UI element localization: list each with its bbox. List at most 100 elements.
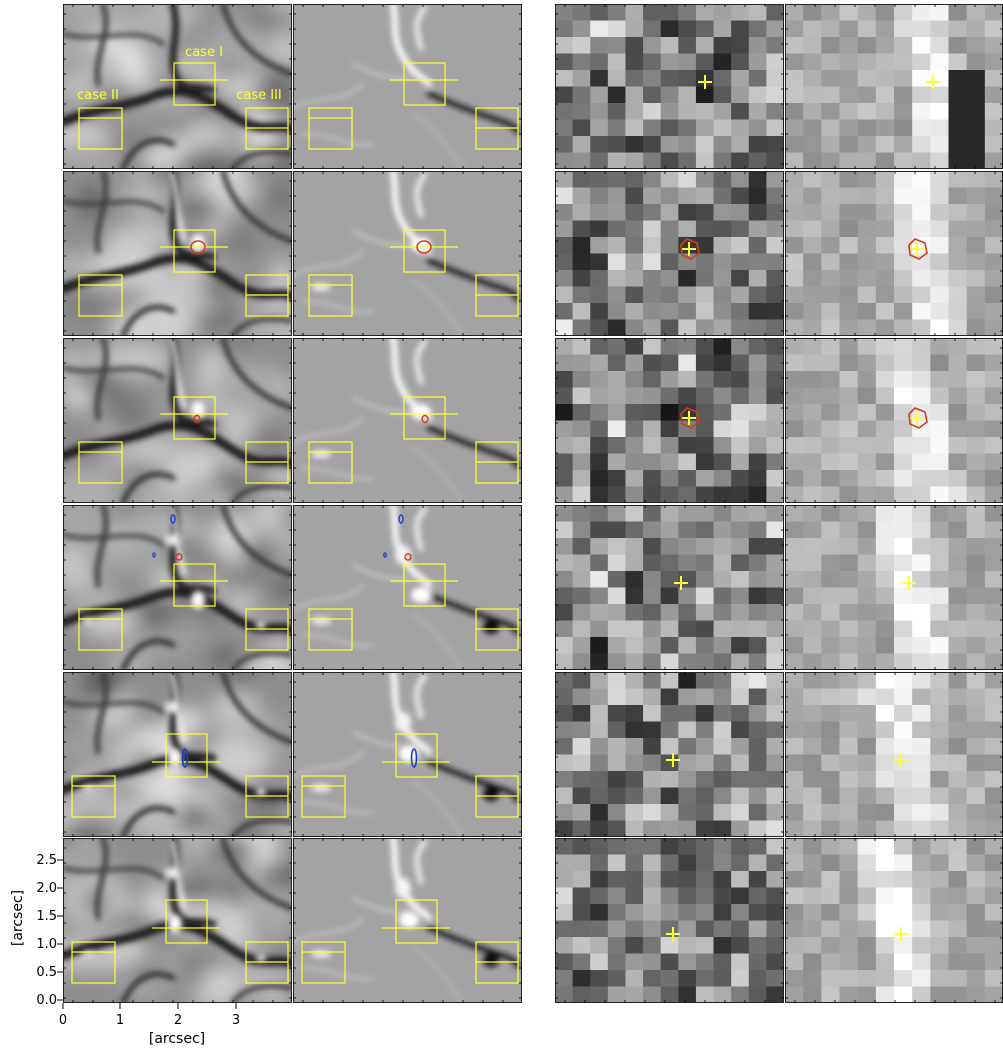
- red-contour: [190, 240, 206, 254]
- y-tick-label-2: 1.0: [36, 937, 57, 952]
- x-tick-label-3: 3: [232, 1013, 240, 1028]
- blue-contour: [398, 514, 404, 524]
- x-tick-label-2: 2: [174, 1013, 182, 1028]
- x-axis-label: [arcsec]: [149, 1031, 205, 1047]
- panel-r4-c3: [785, 672, 1003, 837]
- case-2-box: [78, 274, 123, 317]
- panel-r0-c1: [293, 4, 522, 169]
- y-tick-label-3: 1.5: [36, 909, 57, 924]
- panel-r0-c2: [555, 4, 784, 169]
- case-1-box: [403, 229, 446, 273]
- red-contour: [421, 414, 429, 424]
- y-axis-label: [arcsec]: [10, 890, 26, 946]
- case-2-box: [78, 608, 123, 651]
- blue-contour: [410, 748, 418, 768]
- case-1-label: case I: [185, 45, 223, 60]
- panel-frame: [63, 338, 292, 503]
- case-2-box: [308, 608, 353, 651]
- case-1-box: [403, 563, 446, 607]
- case-1-box: [165, 733, 208, 778]
- panel-r1-c3: [785, 171, 1003, 336]
- panel-r1-c0: [63, 171, 292, 336]
- panel-r4-c2: [555, 672, 784, 837]
- case-1-box: [173, 229, 216, 273]
- axis-ticks: [57, 859, 237, 1009]
- y-tick-label-0: 0.0: [36, 993, 57, 1008]
- panel-frame: [293, 838, 522, 1003]
- case-2-box: [78, 441, 123, 484]
- blue-contour: [383, 552, 387, 558]
- panel-r4-c0: [63, 672, 292, 837]
- panel-frame: [555, 672, 784, 837]
- red-contour: [680, 407, 700, 429]
- case-2-label: case II: [77, 88, 119, 103]
- blue-contour: [170, 514, 176, 524]
- y-tick-label-5: 2.5: [36, 853, 57, 868]
- panel-r1-c1: [293, 171, 522, 336]
- panel-r3-c2: [555, 505, 784, 670]
- red-contour: [908, 238, 928, 260]
- panel-frame: [555, 505, 784, 670]
- panel-frame: [293, 672, 522, 837]
- panel-frame: [555, 171, 784, 336]
- case-2-box: [308, 107, 353, 150]
- panel-frame: [63, 838, 292, 1003]
- panel-frame: [293, 4, 522, 169]
- case-1-box: [173, 396, 216, 440]
- panel-frame: [63, 505, 292, 670]
- case-1-box: [173, 563, 216, 607]
- red-contour: [416, 240, 432, 254]
- case-2-box: [71, 941, 116, 984]
- x-tick-label-0: 0: [59, 1013, 67, 1028]
- panel-r1-c2: [555, 171, 784, 336]
- case-3-label: case III: [236, 88, 282, 103]
- case-1-box: [403, 62, 446, 106]
- case-2-box: [308, 441, 353, 484]
- panel-frame: [293, 505, 522, 670]
- panel-r5-c3: [785, 838, 1003, 1003]
- case-1-box: [173, 62, 216, 106]
- panel-r3-c0: [63, 505, 292, 670]
- case-labels: case I case II case III: [77, 45, 282, 103]
- red-contour: [175, 553, 183, 561]
- case-2-box: [71, 775, 116, 818]
- axes-annotations: [arcsec] [arcsec] 0 1 2 3 0.0 0.5 1.0 1.…: [10, 853, 240, 1047]
- case-1-box: [165, 899, 208, 944]
- panel-r5-c0: [63, 838, 292, 1003]
- panel-r4-c1: [293, 672, 522, 837]
- case-2-box: [301, 941, 346, 984]
- red-contour: [908, 407, 928, 429]
- panel-frame: [63, 171, 292, 336]
- panel-r3-c1: [293, 505, 522, 670]
- red-contour: [680, 238, 700, 260]
- panel-frame: [63, 672, 292, 837]
- blue-contour: [152, 552, 156, 558]
- panel-r2-c2: [555, 338, 784, 503]
- panel-r3-c3: [785, 505, 1003, 670]
- case-2-box: [301, 775, 346, 818]
- y-tick-label-4: 2.0: [36, 881, 57, 896]
- panel-frame: [293, 338, 522, 503]
- panel-frame: [63, 4, 292, 169]
- x-tick-label-1: 1: [116, 1013, 124, 1028]
- panel-frame: [555, 838, 784, 1003]
- panel-frame: [293, 171, 522, 336]
- panel-frame: [555, 338, 784, 503]
- panel-r5-c1: [293, 838, 522, 1003]
- blue-contour: [181, 748, 189, 768]
- y-tick-label-1: 0.5: [36, 965, 57, 980]
- case-1-box: [395, 899, 438, 944]
- panel-frame: [555, 4, 784, 169]
- panel-r2-c3: [785, 338, 1003, 503]
- case-2-box: [308, 274, 353, 317]
- case-1-box: [403, 396, 446, 440]
- panel-r0-c3: [785, 4, 1003, 169]
- panel-r5-c2: [555, 838, 784, 1003]
- panel-r0-c0: [63, 4, 292, 169]
- panel-grid: [57, 4, 1003, 1009]
- panel-r2-c0: [63, 338, 292, 503]
- panel-r2-c1: [293, 338, 522, 503]
- red-contour: [404, 553, 412, 561]
